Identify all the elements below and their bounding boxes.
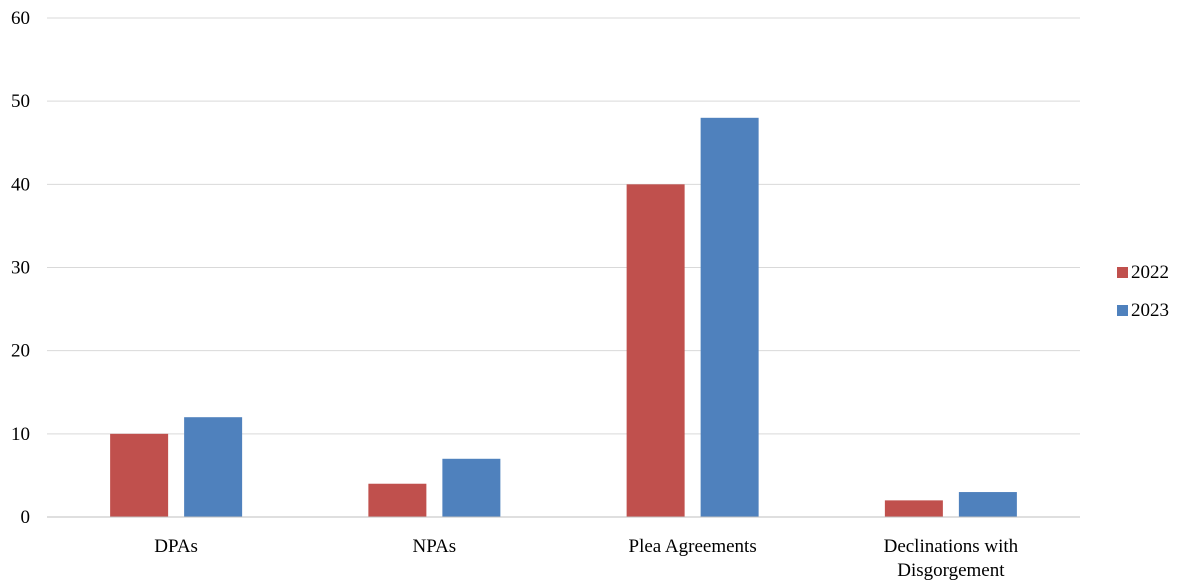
y-tick-label: 10	[11, 424, 30, 445]
bar-2022-3	[884, 500, 943, 517]
y-tick-label: 30	[11, 258, 30, 279]
legend-swatch	[1117, 305, 1128, 316]
y-tick-labels: 0 10 20 30 40 50 60	[11, 8, 30, 528]
x-tick-label: Declinations with Disgorgement	[884, 536, 1019, 581]
bar-2022-1	[368, 483, 427, 517]
bar-2022-2	[626, 184, 685, 518]
x-tick-label: NPAs	[413, 536, 457, 557]
legend: 2022 2023	[1117, 262, 1169, 321]
x-tick-label: DPAs	[154, 536, 198, 557]
legend-swatch	[1117, 267, 1128, 278]
y-tick-label: 50	[11, 91, 30, 112]
bar-2023-3	[958, 492, 1017, 517]
legend-label: 2022	[1131, 262, 1169, 283]
x-tick-labels: DPAs NPAs Plea Agreements Declinations with…	[154, 536, 1018, 581]
bar-2023-0	[184, 417, 243, 517]
y-tick-label: 0	[21, 507, 31, 528]
y-tick-label: 60	[11, 8, 30, 29]
bar-2023-1	[442, 458, 501, 517]
x-tick-label: Plea Agreements	[629, 536, 757, 557]
y-tick-label: 40	[11, 174, 30, 195]
y-tick-label: 20	[11, 341, 30, 362]
bars	[110, 117, 1017, 518]
legend-label: 2023	[1131, 300, 1169, 321]
bar-2023-2	[700, 117, 759, 518]
gridlines	[47, 17, 1080, 435]
bar-2022-0	[110, 433, 169, 517]
